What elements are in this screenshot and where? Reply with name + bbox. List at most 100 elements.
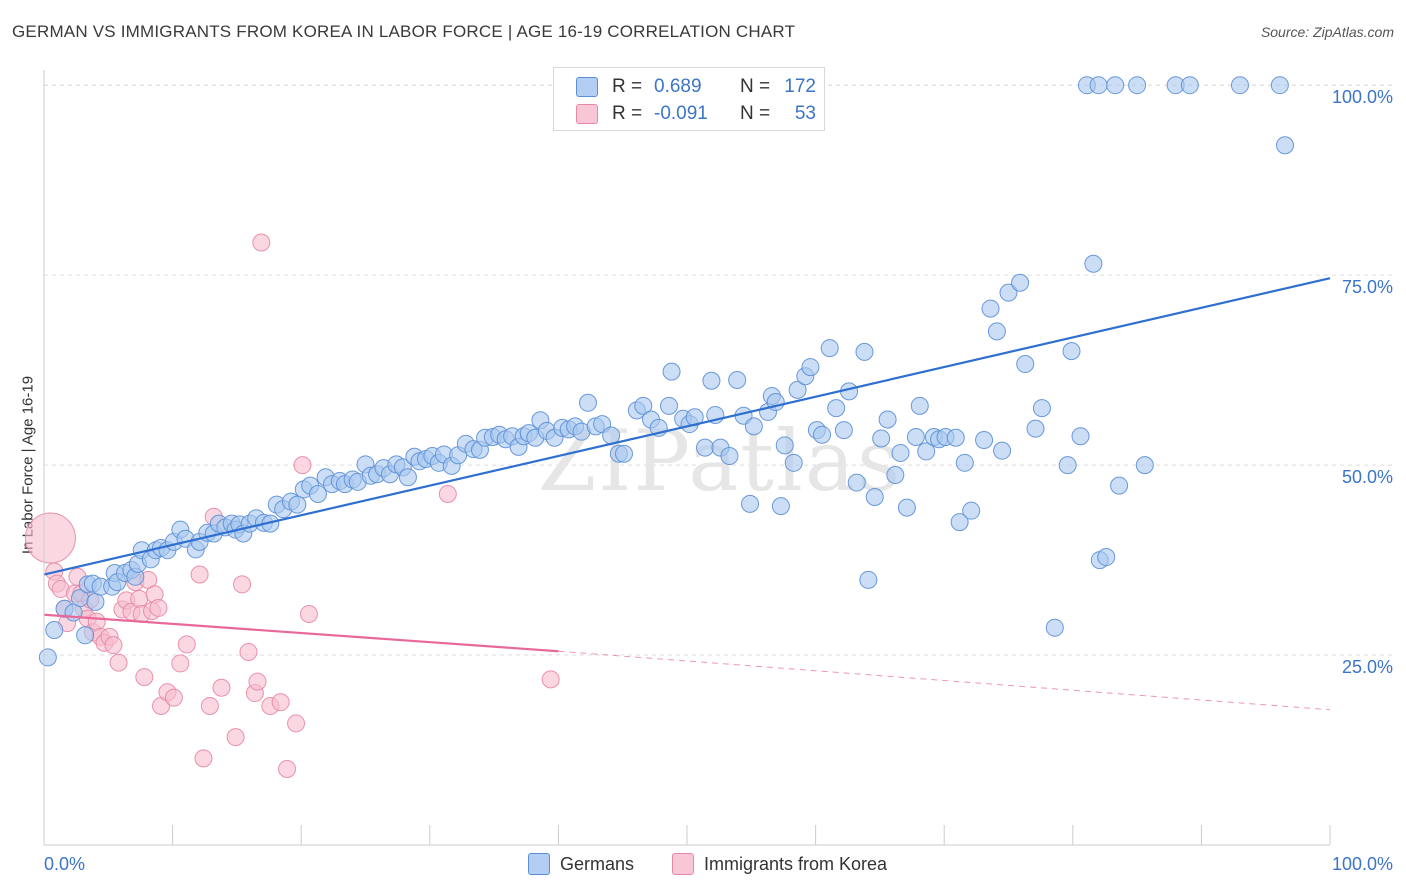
germans-point bbox=[720, 446, 739, 465]
stats-row-korea: R = -0.091 N = 53 bbox=[576, 102, 816, 126]
germans-point bbox=[981, 299, 1000, 318]
germans-point bbox=[855, 342, 874, 361]
korea-point bbox=[24, 512, 76, 564]
germans-point bbox=[1062, 342, 1081, 361]
germans-point bbox=[634, 396, 653, 415]
germans-point bbox=[975, 431, 994, 450]
germans-point bbox=[1110, 476, 1129, 495]
x-tick-label: 0.0% bbox=[44, 854, 85, 874]
germans-point bbox=[820, 339, 839, 358]
germans-point bbox=[1106, 76, 1125, 95]
germans-point bbox=[784, 453, 803, 472]
germans-point bbox=[578, 393, 597, 412]
germans-point bbox=[946, 428, 965, 447]
korea-trend-extension bbox=[558, 650, 1331, 711]
germans-point bbox=[1135, 456, 1154, 475]
germans-point bbox=[702, 371, 721, 390]
korea-point bbox=[252, 233, 271, 252]
germans-point bbox=[1084, 254, 1103, 273]
germans-point bbox=[662, 362, 681, 381]
korea-point bbox=[171, 654, 190, 673]
germans-point bbox=[308, 484, 327, 503]
germans-point bbox=[1275, 136, 1294, 155]
korea-point bbox=[541, 670, 560, 689]
chart-title: GERMAN VS IMMIGRANTS FROM KOREA IN LABOR… bbox=[12, 22, 796, 41]
source-credit: Source: ZipAtlas.com bbox=[1260, 24, 1394, 40]
germans-legend-swatch bbox=[528, 853, 550, 875]
germans-point bbox=[1128, 76, 1147, 95]
germans-points bbox=[38, 76, 1294, 667]
korea-trend-line bbox=[43, 613, 559, 653]
germans-point bbox=[834, 421, 853, 440]
korea-point bbox=[194, 749, 213, 768]
germans-point bbox=[847, 473, 866, 492]
korea-point bbox=[135, 668, 154, 687]
stats-legend: R = 0.689 N = 172 R = -0.091 N = 53 bbox=[553, 67, 825, 131]
korea-point bbox=[226, 728, 245, 747]
korea-legend-label: Immigrants from Korea bbox=[704, 853, 888, 874]
germans-point bbox=[878, 410, 897, 429]
korea-point bbox=[239, 643, 258, 662]
germans-point bbox=[891, 443, 910, 462]
germans-point bbox=[696, 438, 715, 457]
korea-point bbox=[299, 605, 318, 624]
n-value: 53 bbox=[794, 103, 816, 124]
y-tick-label: 50.0% bbox=[1342, 467, 1393, 487]
germans-swatch bbox=[576, 77, 598, 97]
germans-point bbox=[865, 488, 884, 507]
grid-layer bbox=[44, 84, 1395, 656]
germans-legend-label: Germans bbox=[560, 853, 635, 874]
germans-point bbox=[288, 495, 307, 514]
n-label: N = bbox=[740, 76, 771, 97]
korea-point bbox=[130, 589, 149, 608]
germans-point bbox=[813, 425, 832, 444]
germans-point bbox=[872, 429, 891, 448]
germans-point bbox=[771, 497, 790, 516]
r-value: -0.091 bbox=[654, 103, 708, 124]
germans-point bbox=[1270, 76, 1289, 95]
germans-point bbox=[1011, 273, 1030, 292]
korea-swatch bbox=[576, 104, 598, 124]
germans-point bbox=[614, 444, 633, 463]
axes: 25.0% 50.0% 75.0% 100.0% 0.0% 100.0% bbox=[43, 70, 1393, 874]
germans-point bbox=[955, 453, 974, 472]
korea-point bbox=[293, 456, 312, 475]
germans-point bbox=[775, 436, 794, 455]
r-value: 0.689 bbox=[654, 76, 702, 97]
korea-point bbox=[287, 714, 306, 733]
germans-point bbox=[1097, 548, 1116, 567]
germans-point bbox=[398, 468, 417, 487]
germans-point bbox=[827, 399, 846, 418]
korea-point bbox=[177, 635, 196, 654]
germans-point bbox=[1026, 419, 1045, 438]
germans-point bbox=[659, 396, 678, 415]
legend-korea[interactable]: Immigrants from Korea bbox=[672, 852, 887, 876]
germans-point bbox=[1058, 456, 1077, 475]
stats-row-germans: R = 0.689 N = 172 bbox=[576, 75, 816, 99]
germans-point bbox=[999, 283, 1018, 302]
germans-point bbox=[685, 408, 704, 427]
germans-point bbox=[728, 371, 747, 389]
legend-germans[interactable]: Germans bbox=[528, 852, 634, 876]
germans-point bbox=[76, 626, 95, 645]
germans-point bbox=[950, 513, 969, 532]
korea-point bbox=[212, 678, 231, 697]
n-value: 172 bbox=[784, 76, 816, 97]
germans-point bbox=[86, 592, 105, 611]
korea-point bbox=[438, 484, 457, 503]
germans-point bbox=[917, 442, 936, 461]
r-label: R = bbox=[612, 103, 643, 124]
korea-point bbox=[271, 693, 290, 712]
germans-point bbox=[1089, 76, 1108, 95]
r-label: R = bbox=[612, 76, 643, 97]
germans-point bbox=[897, 498, 916, 517]
germans-point bbox=[38, 648, 57, 667]
germans-point bbox=[1230, 76, 1249, 95]
germans-point bbox=[859, 570, 878, 589]
korea-point bbox=[248, 672, 267, 691]
germans-point bbox=[906, 427, 925, 446]
korea-point bbox=[233, 575, 252, 594]
germans-point bbox=[910, 396, 929, 415]
germans-point bbox=[801, 358, 820, 377]
